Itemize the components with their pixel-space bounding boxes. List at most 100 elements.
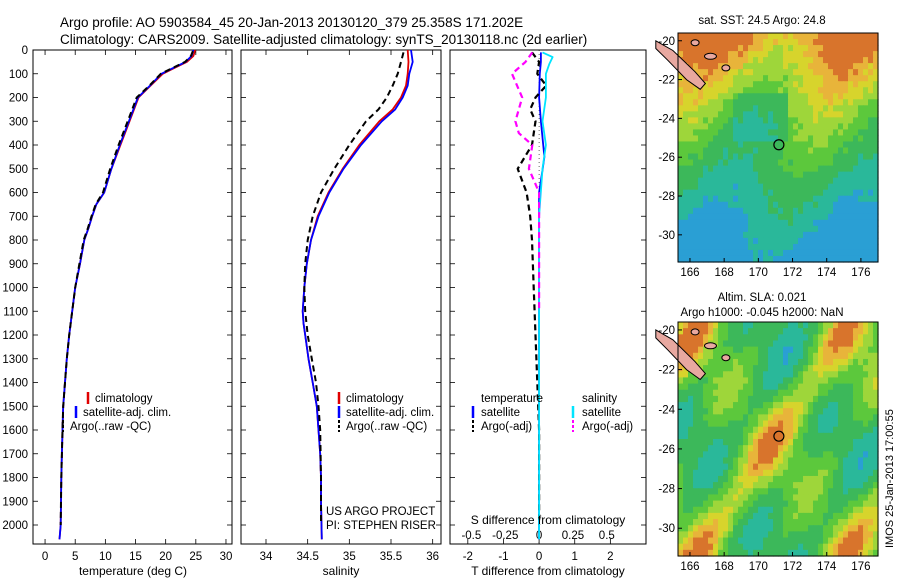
map-cell <box>793 177 799 185</box>
map-cell <box>823 81 829 88</box>
map-cell <box>733 123 739 131</box>
map-cell <box>793 519 799 526</box>
map-cell <box>833 147 839 155</box>
map-cell <box>698 45 704 52</box>
map-cell <box>723 439 729 446</box>
map-cell <box>763 129 769 137</box>
project-credit: US ARGO PROJECT <box>326 506 435 518</box>
map-cell <box>723 201 729 209</box>
map-cell <box>703 231 709 239</box>
map-cell <box>783 141 789 149</box>
map-cell <box>713 45 719 52</box>
map-cell <box>853 371 859 379</box>
map-cell <box>698 105 704 112</box>
map-cell <box>858 87 864 94</box>
map-cell <box>763 346 769 354</box>
map-cell <box>773 165 779 173</box>
map-cell <box>803 213 809 221</box>
map-cell <box>873 506 879 514</box>
map-cell <box>713 111 719 118</box>
map-cell <box>773 543 779 551</box>
map-cell <box>803 432 809 440</box>
map-cell <box>828 249 834 257</box>
map-cell <box>733 201 739 209</box>
map-cell <box>763 33 769 40</box>
series-line-satellite-adj-clim- <box>301 49 414 540</box>
map-cell <box>778 482 784 489</box>
map-cell <box>793 549 799 557</box>
map-cell <box>678 51 684 58</box>
map-cell <box>798 322 804 329</box>
map-cell <box>843 81 849 88</box>
map-cell <box>728 189 734 197</box>
lon-tick-label: 172 <box>783 267 802 279</box>
map-cell <box>868 75 874 82</box>
map-cell <box>873 322 879 329</box>
map-cell <box>723 183 729 191</box>
map-cell <box>798 469 804 477</box>
map-cell <box>828 141 834 149</box>
map-cell <box>813 63 819 70</box>
map-cell <box>798 352 804 360</box>
map-cell <box>803 500 809 508</box>
map-cell <box>788 500 794 508</box>
map-cell <box>758 451 764 459</box>
map-cell <box>868 39 874 46</box>
map-cell <box>768 383 774 391</box>
map-cell <box>803 420 809 428</box>
map-cell <box>763 445 769 452</box>
map-cell <box>838 445 844 452</box>
map-cell <box>723 537 729 545</box>
map-cell <box>823 402 829 409</box>
map-cell <box>798 141 804 149</box>
map-cell <box>693 87 699 94</box>
map-cell <box>818 432 824 440</box>
map-cell <box>833 352 839 360</box>
map-cell <box>863 183 869 191</box>
map-cell <box>683 117 689 124</box>
map-cell <box>688 231 694 239</box>
map-cell <box>868 549 874 557</box>
map-cell <box>813 543 819 551</box>
map-cell <box>703 383 709 391</box>
argo-float-marker <box>773 430 785 442</box>
map-cell <box>698 153 704 161</box>
map-cell <box>763 249 769 257</box>
map-cell <box>743 153 749 161</box>
map-cell <box>808 494 814 502</box>
map-cell <box>858 69 864 76</box>
map-cell <box>678 482 684 489</box>
map-cell <box>743 99 749 106</box>
map-cell <box>723 147 729 155</box>
map-cell <box>738 135 744 143</box>
map-cell <box>768 213 774 221</box>
map-cell <box>733 207 739 215</box>
map-cell <box>713 371 719 379</box>
map-cell <box>813 153 819 161</box>
map-cell <box>728 129 734 137</box>
map-cell <box>823 33 829 40</box>
map-cell <box>683 531 689 539</box>
map-cell <box>853 420 859 428</box>
map-cell <box>728 322 734 329</box>
map-cell <box>858 531 864 539</box>
map-cell <box>693 243 699 251</box>
map-cell <box>873 488 879 496</box>
map-cell <box>688 183 694 191</box>
map-cell <box>723 463 729 471</box>
map-cell <box>778 249 784 257</box>
map-cell <box>698 525 704 532</box>
map-cell <box>708 463 714 471</box>
map-cell <box>723 135 729 143</box>
map-cell <box>743 432 749 440</box>
map-cell <box>698 469 704 477</box>
map-cell <box>818 111 824 118</box>
map-cell <box>813 165 819 173</box>
map-cell <box>828 165 834 173</box>
map-cell <box>768 537 774 545</box>
map-cell <box>803 389 809 397</box>
map-cell <box>738 439 744 446</box>
map-cell <box>868 445 874 452</box>
map-cell <box>698 93 704 100</box>
map-cell <box>853 389 859 397</box>
